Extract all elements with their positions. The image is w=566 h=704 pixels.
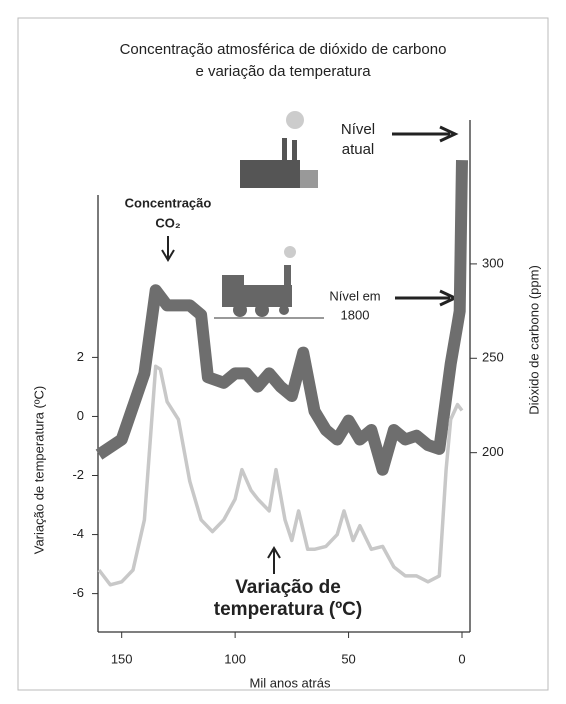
y-axis-label: Variação de temperatura (ºC) (31, 386, 46, 555)
y2-tick-label: 250 (482, 350, 504, 365)
annotation: Variação de (235, 577, 341, 598)
chart: Concentração atmosférica de dióxido de c… (0, 0, 566, 699)
annotation: Nível em (329, 288, 380, 303)
y-tick-label: 2 (77, 349, 84, 364)
y-tick-label: -6 (72, 585, 84, 600)
y-tick-label: 0 (77, 408, 84, 423)
x-tick-label: 50 (341, 651, 355, 666)
annotation: temperatura (ºC) (214, 599, 362, 620)
x-tick-label: 0 (458, 651, 465, 666)
y-tick-label: -4 (72, 526, 84, 541)
x-axis-label: Mil anos atrás (250, 675, 331, 690)
y-tick-label: -2 (72, 467, 84, 482)
annotation: atual (342, 141, 375, 158)
x-tick-label: 100 (224, 651, 246, 666)
x-tick-label: 150 (111, 651, 133, 666)
y2-axis-label: Dióxido de carbono (ppm) (526, 265, 541, 415)
annotation: 1800 (341, 307, 370, 322)
annotation: Nível (341, 121, 375, 138)
chart-title: Concentração atmosférica de dióxido de c… (120, 41, 447, 58)
y2-tick-label: 300 (482, 255, 504, 270)
annotation: CO₂ (155, 215, 181, 230)
chart-title: e variação da temperatura (195, 63, 371, 80)
annotation: Concentração (125, 195, 212, 210)
y2-tick-label: 200 (482, 444, 504, 459)
